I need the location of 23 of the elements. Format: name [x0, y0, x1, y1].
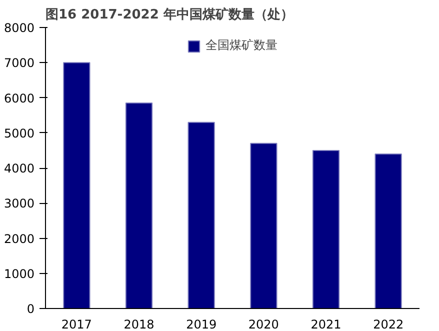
- x-tick-label: 2022: [373, 318, 404, 331]
- y-tick-label: 0: [26, 302, 35, 316]
- x-tick-label: 2019: [186, 318, 217, 331]
- bar: [125, 102, 153, 308]
- y-tick-label: 8000: [4, 21, 35, 35]
- y-tick-label: 7000: [4, 56, 35, 70]
- y-tick-label: 2000: [4, 232, 35, 246]
- x-tick-label: 2017: [61, 318, 92, 331]
- bar: [188, 122, 215, 308]
- bar: [374, 153, 402, 308]
- legend-label: 全国煤矿数量: [206, 37, 278, 54]
- bar: [312, 150, 340, 308]
- x-tick-label: 2018: [124, 318, 154, 331]
- chart-title: 图16 2017-2022 年中国煤矿数量（处）: [46, 6, 294, 22]
- x-tick-label: 2020: [248, 318, 279, 331]
- x-tick-label: 2021: [310, 318, 342, 331]
- y-tick-label: 4000: [4, 162, 35, 176]
- y-tick-label: 5000: [4, 126, 35, 140]
- y-tick-label: 6000: [4, 91, 35, 106]
- y-tick-label: 3000: [4, 196, 35, 211]
- bar: [63, 62, 90, 308]
- bar: [250, 142, 278, 308]
- y-tick-label: 1000: [4, 266, 35, 281]
